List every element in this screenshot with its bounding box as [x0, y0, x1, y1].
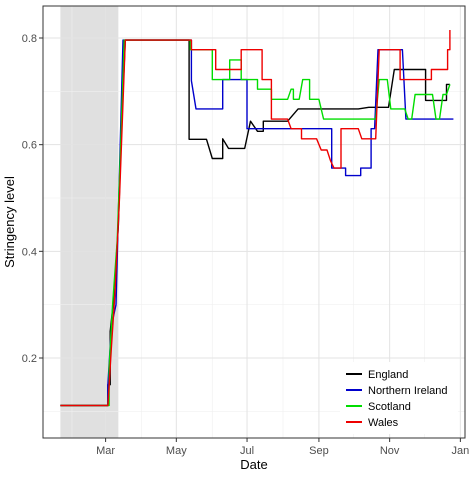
tick-layer: Mar May Jul Sep Nov Jan 0.2 0.4 0.6 0.8 — [22, 33, 470, 457]
x-tick-label: Jan — [451, 445, 469, 457]
y-tick-label: 0.4 — [22, 246, 37, 258]
x-tick-label: Nov — [380, 445, 400, 457]
legend: England Northern Ireland Scotland Wales — [340, 362, 458, 434]
y-tick-label: 0.6 — [22, 140, 37, 152]
series-layer — [60, 30, 454, 407]
x-tick-label: Sep — [309, 445, 329, 457]
y-axis-label: Stringency level — [2, 176, 17, 268]
legend-label: England — [368, 369, 408, 381]
x-tick-label: Jul — [240, 445, 254, 457]
x-tick-label: May — [166, 445, 187, 457]
series-line-wales — [60, 30, 451, 407]
y-tick-label: 0.2 — [22, 353, 37, 365]
grid-layer — [43, 6, 465, 438]
plot-frame — [42, 5, 466, 439]
y-tick-label: 0.8 — [22, 33, 37, 45]
legend-label: Northern Ireland — [368, 385, 448, 397]
x-tick-label: Mar — [96, 445, 115, 457]
legend-label: Wales — [368, 417, 399, 429]
x-axis-label: Date — [240, 457, 267, 472]
legend-label: Scotland — [368, 401, 411, 413]
